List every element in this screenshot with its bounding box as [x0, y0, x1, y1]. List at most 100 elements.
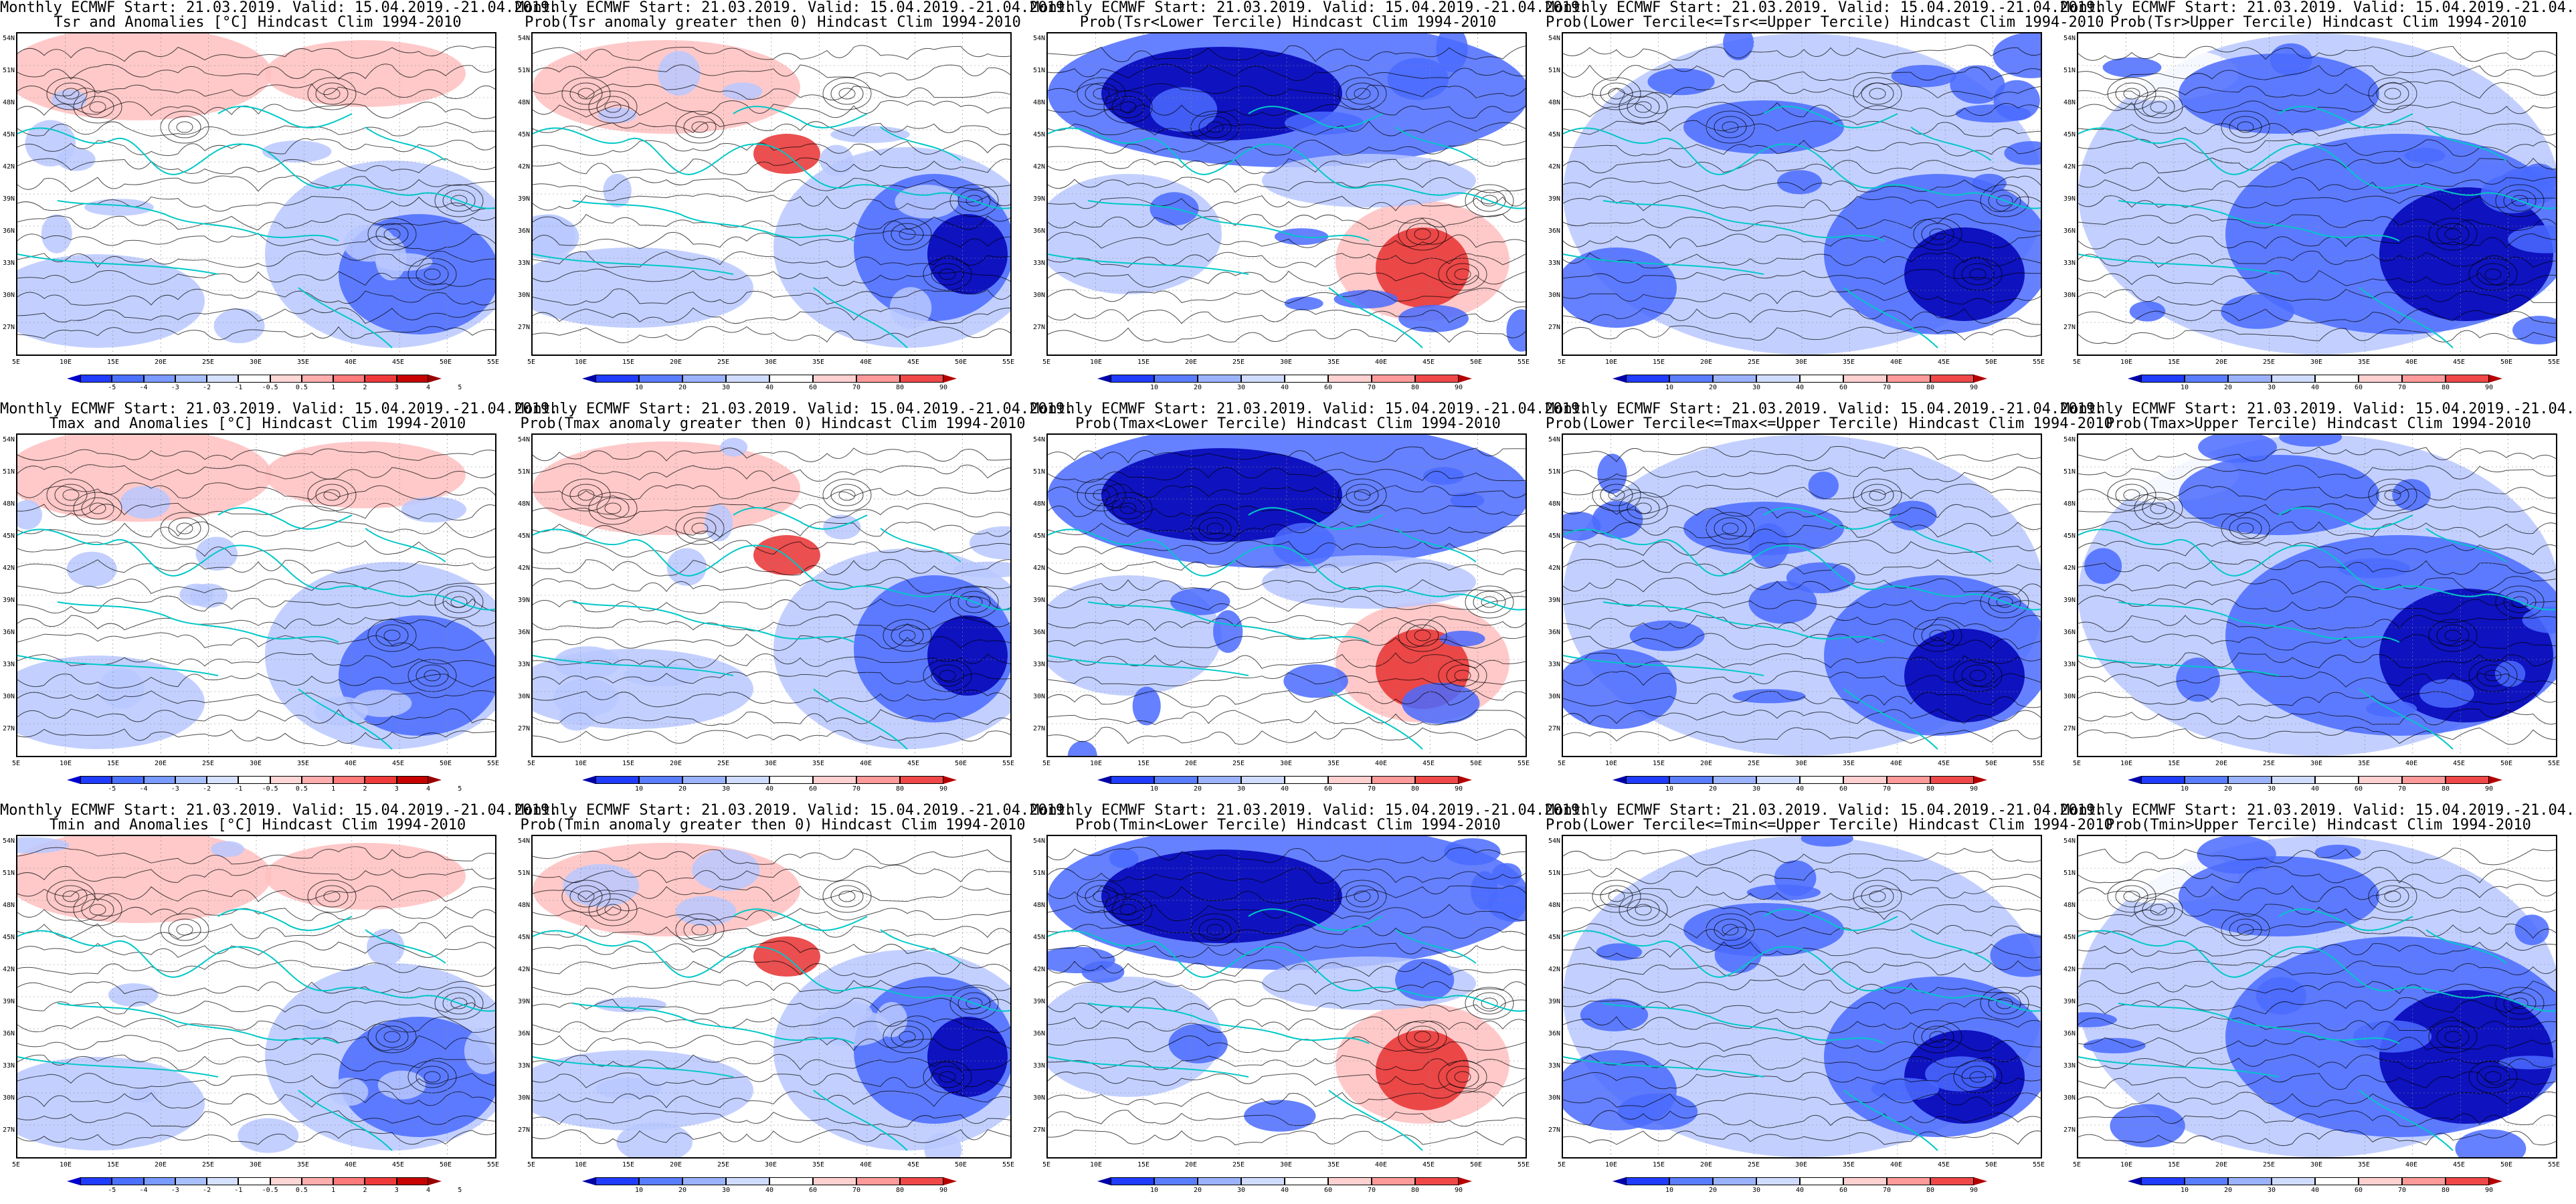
colorbar-tick-label: 80	[2441, 384, 2450, 391]
contour-line	[2107, 478, 2156, 512]
contour-line	[1722, 121, 1739, 133]
contour-line	[1563, 521, 2041, 538]
contour-line	[533, 670, 1010, 685]
longitude-label: 20E	[2215, 359, 2228, 366]
colorbar-tick-label: 20	[678, 785, 687, 793]
contour-line	[1454, 670, 1471, 682]
panel-title-line2: Tsr and Anomalies [°C] Hindcast Clim 199…	[54, 14, 462, 31]
colorbar-segment	[1415, 1177, 1459, 1185]
longitude-label: 10E	[1090, 1161, 1103, 1169]
colorbar-segment	[143, 1177, 175, 1185]
panel-title-line1: Monthly ECMWF Start: 21.03.2019. Valid: …	[1030, 802, 1589, 819]
contour-line	[450, 997, 468, 1009]
contour-line	[2078, 847, 2556, 866]
colorbar-segment	[1800, 776, 1843, 784]
contour-line	[2123, 489, 2140, 501]
colorbar-segment	[396, 776, 428, 784]
contour-line	[1563, 979, 2041, 995]
shaded-region	[753, 936, 820, 977]
contour-line	[1048, 579, 1526, 593]
latitude-label: 27N	[2, 725, 15, 732]
colorbar-segment	[2228, 776, 2272, 784]
longitude-label: 45E	[2453, 760, 2466, 767]
contour-line	[1921, 1025, 1954, 1048]
map-area	[1046, 433, 1527, 757]
map-area	[16, 433, 496, 757]
contour-line	[1853, 77, 1902, 110]
colorbar-tick-label: 80	[2441, 785, 2450, 793]
contour-line	[2436, 1025, 2470, 1048]
contour-line	[1635, 101, 1652, 113]
contour-line	[1048, 252, 1526, 268]
contour-line	[1048, 467, 1526, 483]
contour-line	[1119, 101, 1137, 113]
latitude-label: 45N	[517, 131, 530, 138]
colorbar-segment	[1669, 375, 1713, 383]
shaded-region	[1597, 454, 1627, 494]
colorbar-tick-label: 0.5	[295, 1187, 308, 1194]
contour-line	[830, 885, 864, 908]
panel-title-line1: Monthly ECMWF Start: 21.03.2019. Valid: …	[515, 0, 1074, 16]
contour-line	[375, 1025, 409, 1048]
coastline	[17, 507, 495, 750]
shaded-region	[2110, 1104, 2185, 1148]
colorbar-segment	[726, 776, 769, 784]
panel-title-line2: Prob(Tmin>Upper Tercile) Hindcast Clim 1…	[2106, 817, 2531, 833]
longitude-label: 15E	[1653, 359, 1665, 366]
longitude-label: 25E	[2263, 1161, 2276, 1169]
colorbar-tick-label: -2	[203, 1187, 211, 1194]
contour-line	[375, 624, 409, 647]
contour-line	[46, 880, 96, 913]
colorbar-tick-label: 60	[1323, 384, 1333, 391]
contour-line	[1446, 664, 1479, 687]
contour-line	[1048, 270, 1526, 288]
contour-line	[1048, 1110, 1526, 1127]
contour-line	[17, 1073, 495, 1090]
longitude-label: 25E	[1748, 359, 1760, 366]
contour-line	[1198, 116, 1232, 138]
contour-line	[533, 307, 1010, 324]
colorbar-segment	[2446, 776, 2489, 784]
contour-line	[1048, 559, 1526, 575]
longitude-label: 15E	[107, 1161, 120, 1169]
colorbar-tick-label: 20	[1193, 785, 1202, 793]
colorbar-segment	[1285, 776, 1328, 784]
longitude-label: 25E	[1748, 760, 1760, 767]
contour-line	[931, 1066, 964, 1088]
latitude-label: 36N	[517, 629, 530, 636]
contour-line	[89, 101, 106, 113]
panel-title-line2: Prob(Tmax anomaly greater then 0) Hindca…	[520, 415, 1026, 432]
contour-line	[1608, 489, 1625, 501]
contour-line	[2468, 659, 2518, 692]
shaded-region	[1563, 247, 1677, 328]
colorbar-segment	[270, 776, 302, 784]
shaded-region	[84, 199, 154, 216]
colorbar-min-arrow	[1097, 1177, 1111, 1185]
contour-line	[2078, 80, 2556, 99]
longitude-label: 15E	[622, 359, 635, 366]
latitude-label: 30N	[517, 292, 530, 299]
contour-line	[1198, 918, 1232, 941]
colorbar-segment	[1372, 776, 1415, 784]
latitude-label: 42N	[517, 163, 530, 171]
shaded-region	[2512, 316, 2556, 344]
contour-line	[424, 1071, 441, 1083]
contour-line	[1921, 624, 1954, 647]
contour-line	[604, 502, 622, 514]
contour-line	[17, 121, 495, 137]
contour-line	[2078, 1110, 2556, 1127]
colorbar-tick-label: 30	[1752, 785, 1761, 793]
colorbar	[1613, 776, 1987, 787]
contour-line	[2384, 489, 2401, 501]
latitude-label: 27N	[1548, 1126, 1560, 1134]
latitude-label: 54N	[1032, 35, 1045, 42]
map-panel-tmax-middle: Monthly ECMWF Start: 21.03.2019. Valid: …	[1546, 401, 2113, 803]
colorbar-tick-label: 10	[2180, 785, 2189, 793]
latitude-label: 51N	[1032, 67, 1045, 74]
longitude-label: 10E	[575, 1161, 587, 1169]
colorbar-tick-label: 60	[808, 1187, 818, 1194]
contour-line	[1913, 1020, 1962, 1054]
colorbar-segment	[1843, 375, 1887, 383]
contour-line	[683, 918, 717, 941]
latitude-label: 51N	[1032, 468, 1045, 476]
